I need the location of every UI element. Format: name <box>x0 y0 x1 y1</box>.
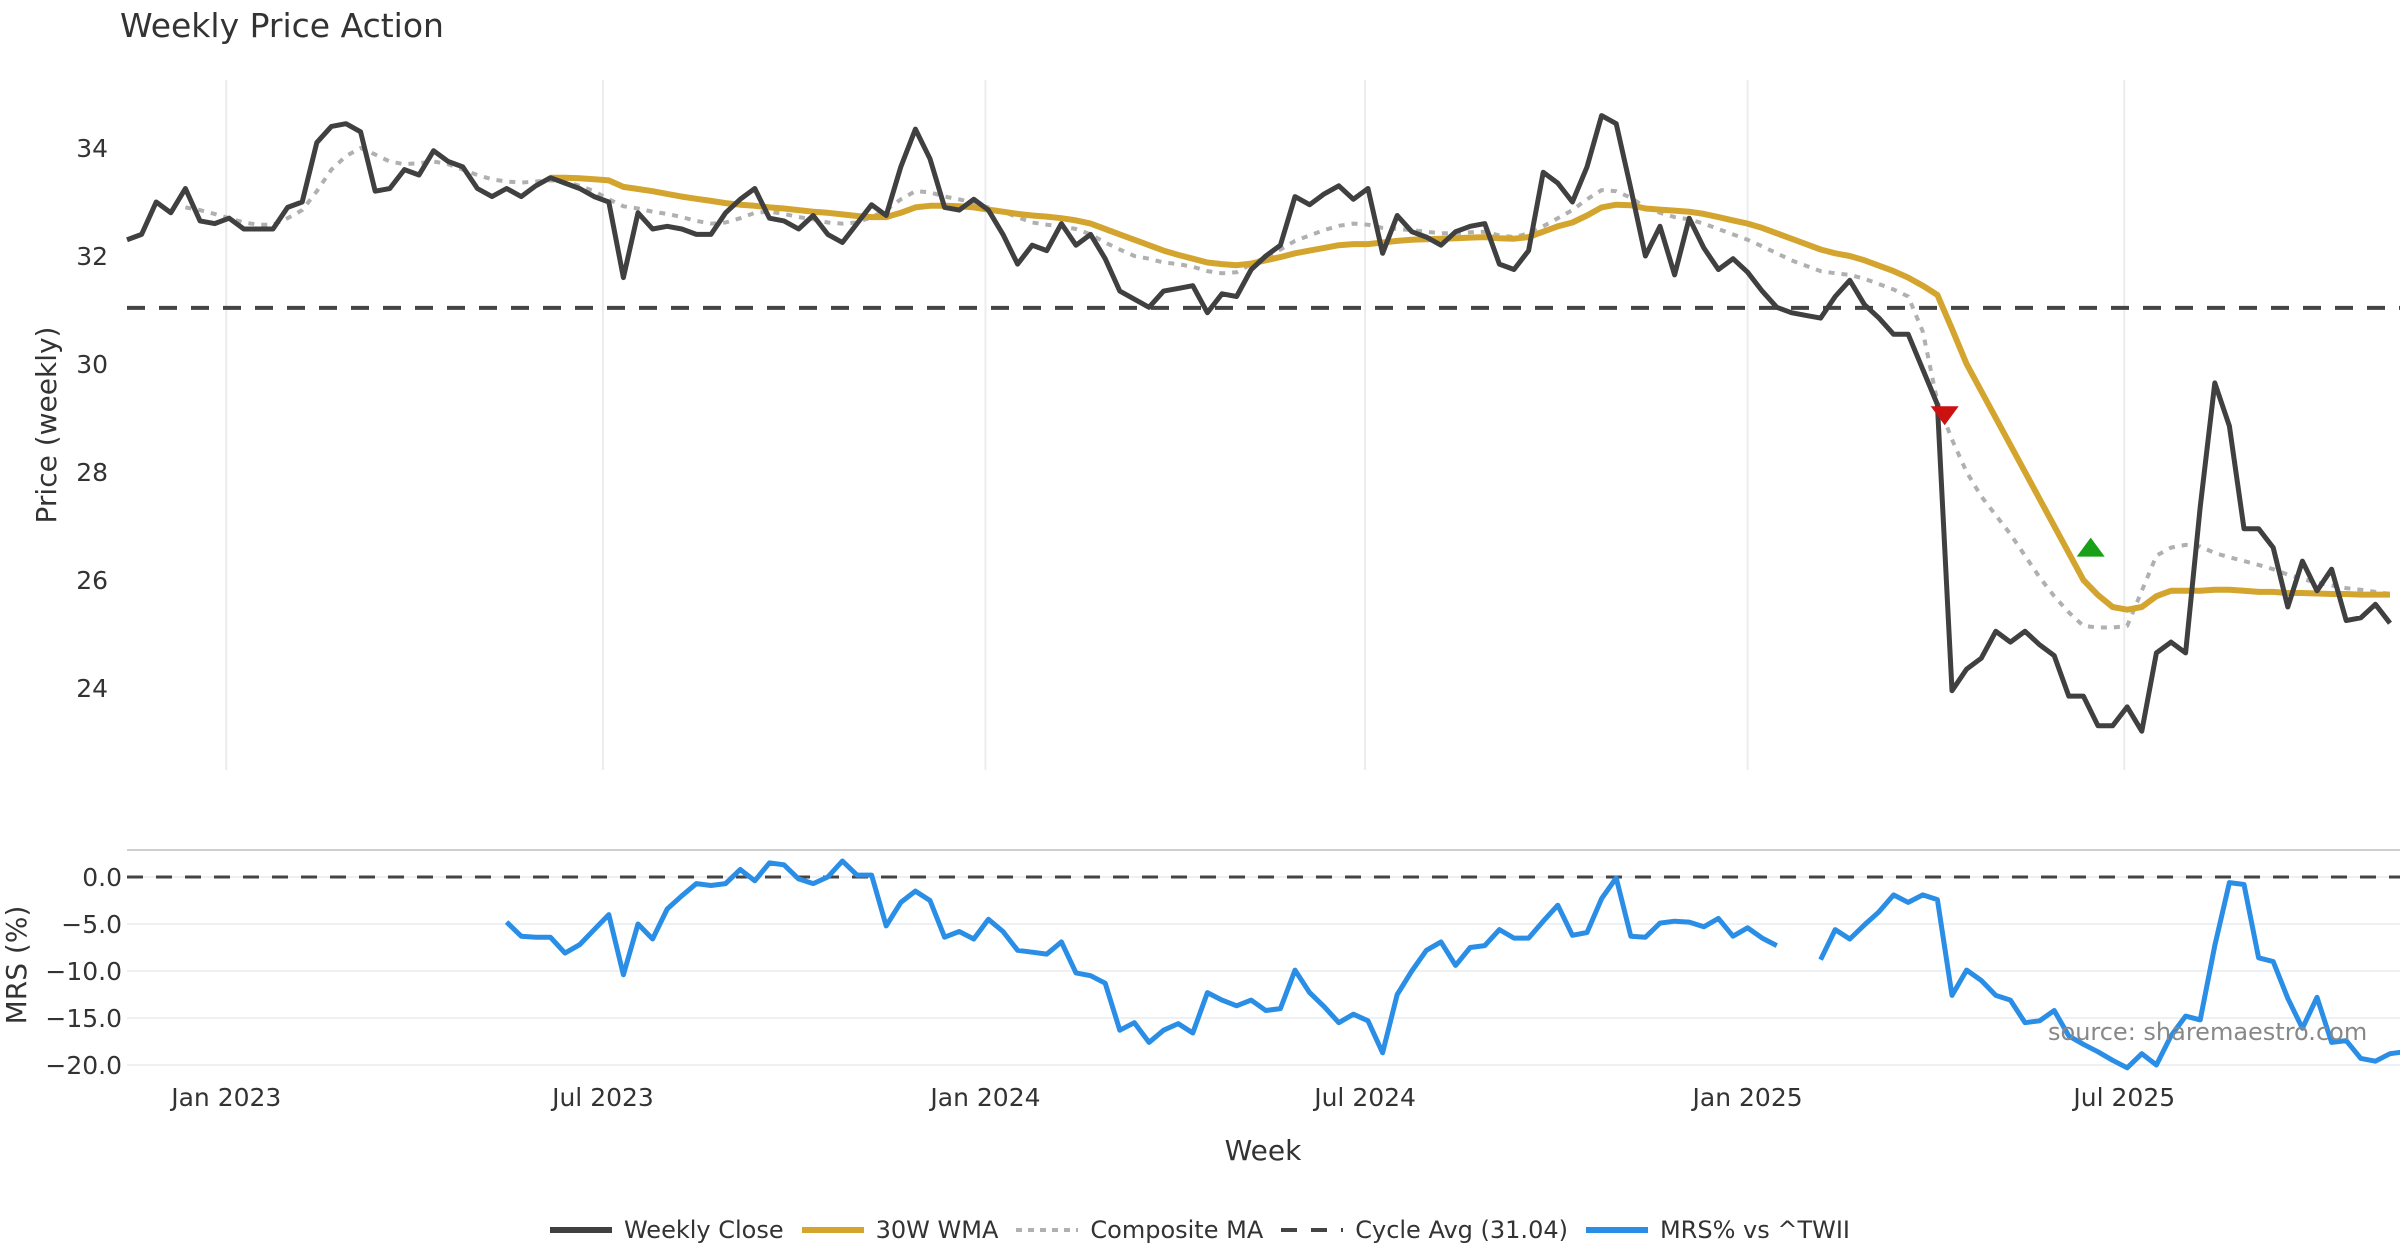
x-tick-label: Jan 2024 <box>928 1083 1040 1112</box>
price-y-tick-label: 32 <box>76 242 108 271</box>
x-axis-label: Week <box>1225 1134 1302 1167</box>
mrs-y-tick-label: −5.0 <box>61 910 122 939</box>
legend-swatch-mrs <box>1585 1227 1648 1233</box>
x-tick-label: Jul 2023 <box>550 1083 654 1112</box>
legend-item-composite: Composite MA <box>1016 1216 1263 1244</box>
legend-item-close: Weekly Close <box>549 1216 784 1244</box>
legend-swatch-wma <box>801 1227 864 1233</box>
x-tick-label: Jan 2023 <box>169 1083 281 1112</box>
legend-swatch-cycle <box>1281 1228 1344 1232</box>
buy-signal-marker <box>2076 537 2105 557</box>
price-y-axis-label: Price (weekly) <box>30 327 63 524</box>
legend-label: 30W WMA <box>875 1216 999 1244</box>
price-y-tick-label: 28 <box>76 458 108 487</box>
mrs-y-tick-label: −15.0 <box>45 1004 122 1033</box>
mrs-y-tick-label: −10.0 <box>45 957 122 986</box>
legend-label: Composite MA <box>1090 1216 1264 1244</box>
price-y-tick-label: 30 <box>76 350 108 379</box>
x-tick-label: Jan 2025 <box>1691 1083 1803 1112</box>
legend-swatch-composite <box>1016 1228 1079 1232</box>
mrs-panel: 0.0 −5.0 −10.0 −15.0 −20.0 <box>45 849 2400 1080</box>
x-axis: Jan 2023 Jul 2023 Jan 2024 Jul 2024 Jan 2025… <box>169 1083 2175 1112</box>
legend-item-wma: 30W WMA <box>801 1216 999 1244</box>
price-y-tick-label: 26 <box>76 566 108 595</box>
series-mrs-line <box>504 858 2400 1071</box>
series-close-line <box>126 113 2392 734</box>
x-tick-label: Jul 2025 <box>2071 1083 2175 1112</box>
series-wma-line <box>550 174 2390 613</box>
legend-item-mrs: MRS% vs ^TWII <box>1585 1216 1851 1244</box>
mrs-y-axis-label: MRS (%) <box>0 906 33 1025</box>
mrs-y-tick-label: −20.0 <box>45 1051 122 1080</box>
legend-label: MRS% vs ^TWII <box>1659 1216 1851 1244</box>
legend-label: Weekly Close <box>623 1216 784 1244</box>
sell-signal-marker <box>1930 406 1959 426</box>
legend-item-cycle: Cycle Avg (31.04) <box>1281 1216 1568 1244</box>
mrs-y-tick-label: 0.0 <box>82 863 122 892</box>
legend-swatch-close <box>549 1227 612 1233</box>
legend-label: Cycle Avg (31.04) <box>1355 1216 1568 1244</box>
x-tick-label: Jul 2024 <box>1312 1083 1416 1112</box>
chart-title: Weekly Price Action <box>120 6 444 45</box>
price-y-tick-label: 34 <box>76 134 108 163</box>
price-y-tick-label: 24 <box>76 674 108 703</box>
price-panel: 24 26 28 30 32 34 <box>76 80 2400 770</box>
source-note: source: sharemaestro.com <box>2048 1018 2368 1046</box>
legend: Weekly Close 30W WMA Composite MA Cycle Avg… <box>0 1210 2400 1250</box>
